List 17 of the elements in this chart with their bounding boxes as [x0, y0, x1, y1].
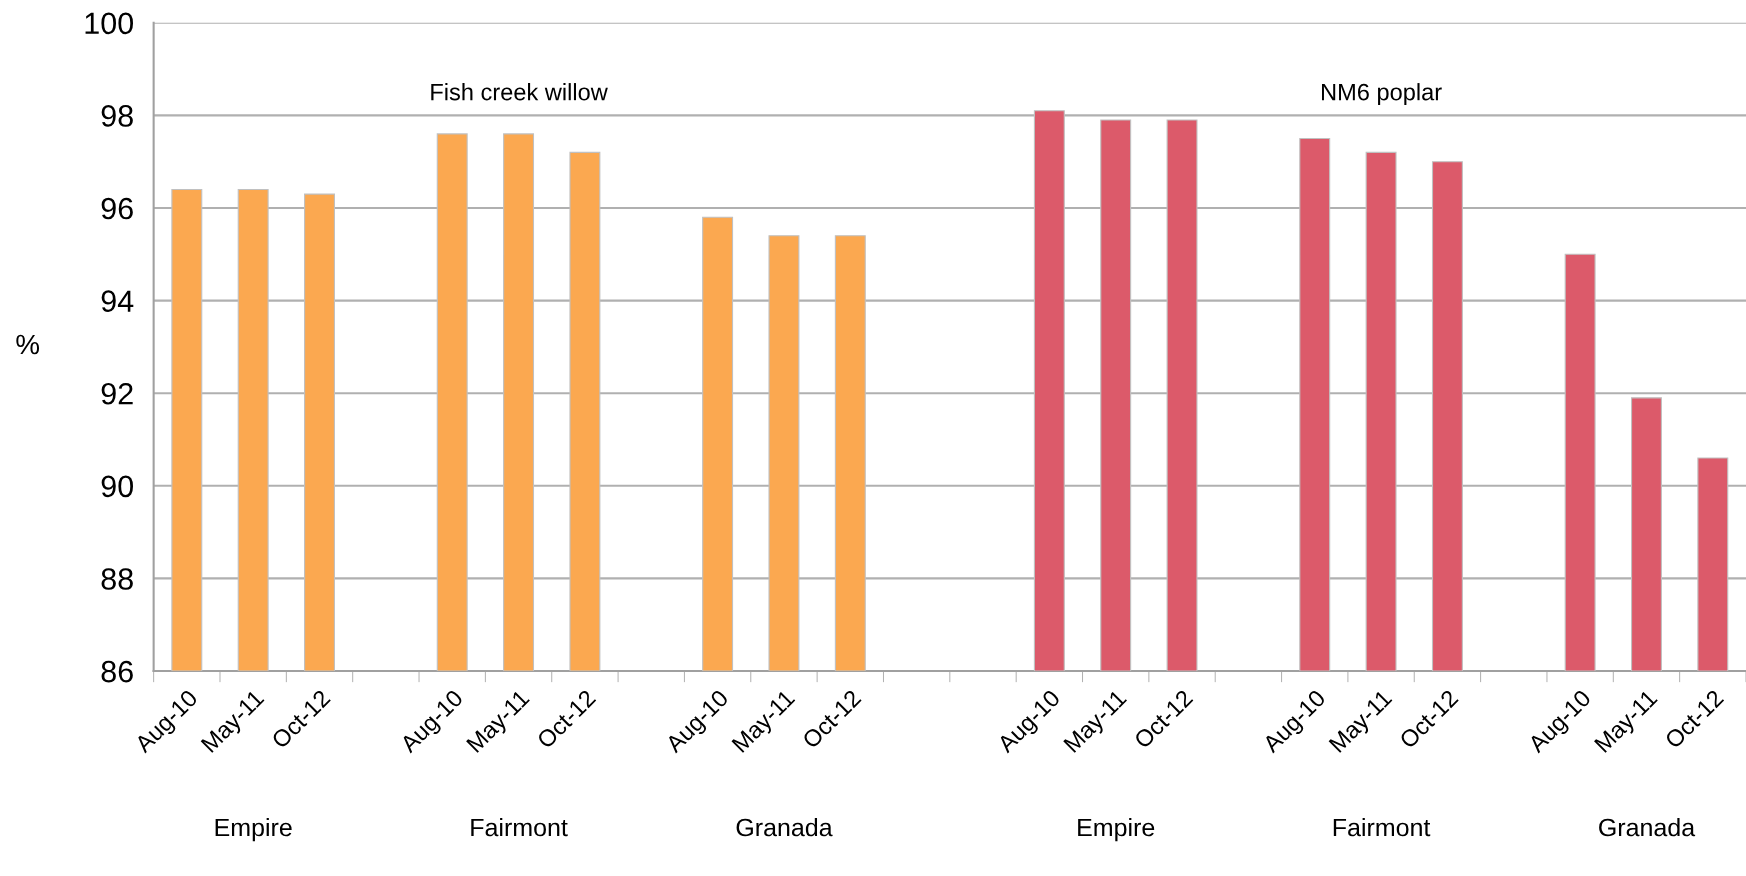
- text: Granada: [736, 817, 833, 837]
- text: Granada: [1599, 817, 1696, 837]
- series-label: Fish creek willow: [431, 83, 608, 101]
- y-tick-label: 94: [101, 290, 134, 312]
- y-tick-label: 100: [85, 12, 134, 35]
- y-axis-title: %: [16, 334, 40, 355]
- y-tick-label: 98: [101, 105, 133, 127]
- text: Fairmont: [471, 817, 568, 837]
- series-label: NM6 poplar: [1322, 83, 1442, 106]
- y-tick-label: 86: [101, 660, 133, 683]
- text: Empire: [215, 817, 292, 842]
- y-tick-label: 88: [101, 568, 133, 590]
- text: Empire: [1078, 817, 1155, 842]
- y-tick-label: 90: [101, 475, 134, 498]
- y-tick-label: 92: [101, 382, 133, 405]
- y-tick-label: 96: [101, 197, 133, 220]
- text: Fairmont: [1333, 817, 1431, 837]
